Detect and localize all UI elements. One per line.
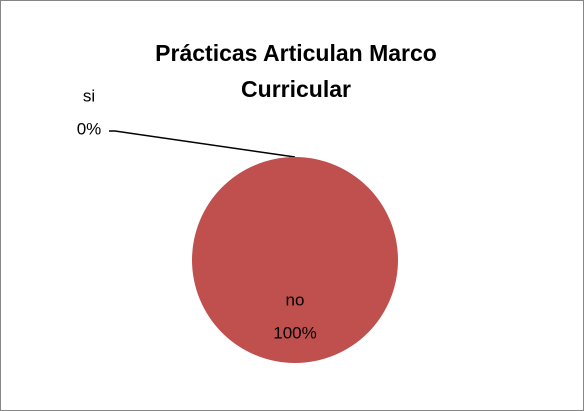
slice-category-label: no (286, 290, 305, 309)
slice-value-label: 0% (77, 119, 102, 138)
leader-line (109, 130, 296, 158)
slice-value-label: 100% (273, 323, 316, 342)
chart-title: Prácticas Articulan Marco Curricular (155, 40, 437, 102)
pie-slice (192, 157, 398, 363)
slice-category-label: si (83, 86, 95, 105)
